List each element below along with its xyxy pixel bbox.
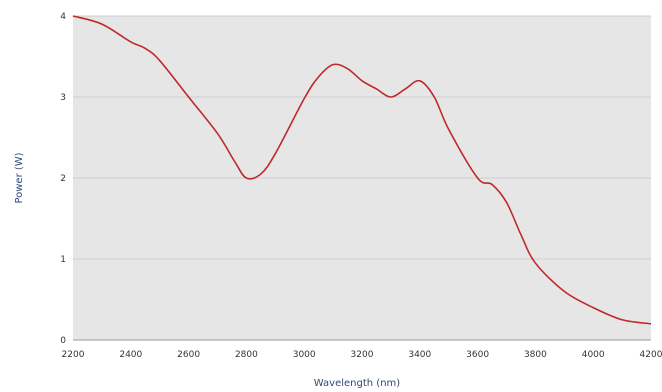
y-tick-label: 0 (60, 336, 66, 346)
x-tick-label: 3400 (408, 350, 431, 360)
y-tick-label: 3 (60, 93, 66, 103)
x-tick-label: 2200 (62, 350, 85, 360)
x-tick-label: 2400 (119, 350, 142, 360)
y-tick-label: 4 (60, 12, 66, 22)
x-tick-label: 2600 (177, 350, 200, 360)
y-axis-label: Power (W) (14, 152, 25, 203)
y-tick-label: 2 (60, 174, 66, 184)
x-axis-ticks: 2200 2400 2600 2800 3000 3200 3400 3600 3800 4000… (62, 350, 662, 360)
series-line (72, 15, 652, 325)
x-axis-label: Wavelength (nm) (314, 378, 400, 389)
x-tick-label: 3200 (351, 350, 374, 360)
x-tick-label: 3800 (524, 350, 547, 360)
grid-lines (73, 15, 651, 341)
x-tick-label: 4200 (640, 350, 662, 360)
y-axis-ticks: 0 1 2 3 4 (60, 12, 66, 346)
y-tick-label: 1 (60, 255, 66, 265)
x-tick-label: 3600 (466, 350, 489, 360)
x-tick-label: 3000 (293, 350, 316, 360)
x-tick-label: 2800 (235, 350, 258, 360)
x-tick-label: 4000 (582, 350, 605, 360)
